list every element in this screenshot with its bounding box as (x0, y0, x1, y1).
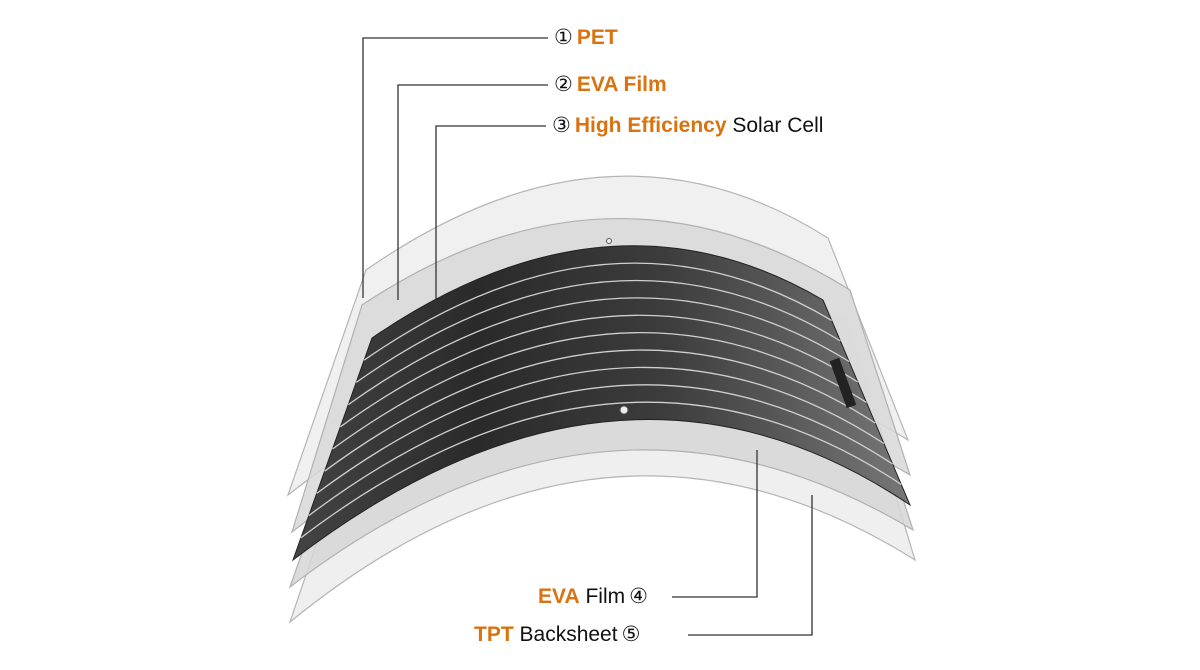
leader-line-solar-cell (435, 125, 546, 312)
mounting-hole-icon (606, 238, 612, 244)
cell-string-line (324, 349, 876, 472)
leader-line-eva-top (397, 84, 548, 300)
cell-string-line (308, 384, 893, 517)
leader-line-tpt (688, 495, 813, 636)
cell-string-line (363, 262, 833, 361)
mounting-hole-icon (619, 405, 629, 415)
layer-solar-cell (291, 245, 912, 562)
cell-string-line (332, 332, 867, 450)
cell-string-line (347, 297, 850, 406)
label-pet: ① PET (554, 26, 618, 49)
label-highlight: TPT (474, 623, 514, 646)
cell-string-line (355, 279, 841, 383)
leader-line-eva-bottom (672, 450, 758, 598)
label-highlight: High Efficiency (574, 114, 727, 137)
label-solar-cell: ③ High Efficiency Solar Cell (552, 114, 824, 137)
label-highlight: EVA Film (576, 73, 667, 96)
cell-string-line (340, 314, 859, 428)
label-eva-film-top: ② EVA Film (554, 73, 667, 96)
label-highlight: PET (576, 26, 618, 49)
cell-string-line (300, 401, 902, 539)
leader-line-pet (362, 37, 548, 298)
cell-string-line (316, 366, 885, 494)
label-tpt-backsheet: TPT Backsheet ⑤ (474, 623, 641, 646)
junction-box (829, 357, 857, 409)
label-eva-film-bottom: EVA Film ④ (538, 585, 648, 608)
label-highlight: EVA (538, 585, 580, 608)
